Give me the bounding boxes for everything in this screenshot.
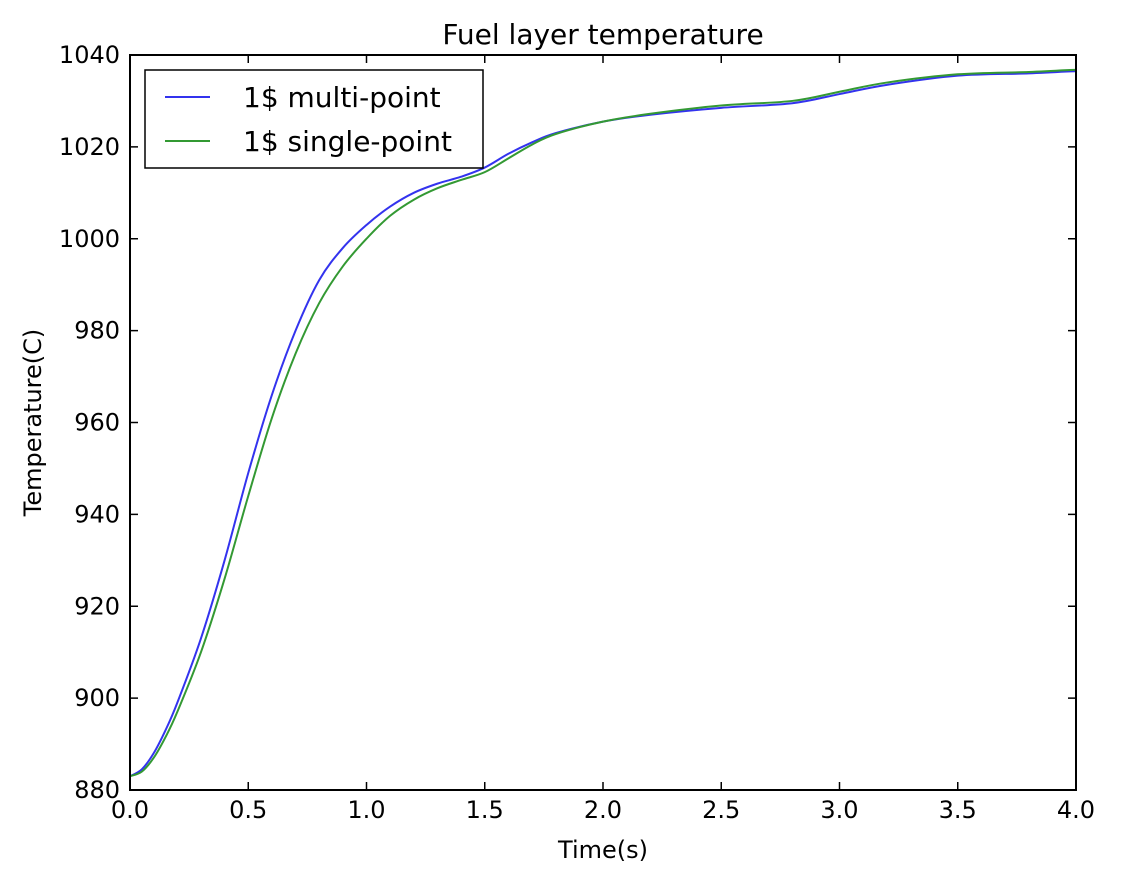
x-tick-label: 1.0 — [347, 796, 385, 824]
x-tick: 3.5 — [939, 55, 977, 824]
x-axis-label: Time(s) — [557, 836, 648, 864]
x-tick-label: 0.5 — [229, 796, 267, 824]
series-line-multi-point — [129, 70, 1077, 778]
x-tick: 0.5 — [229, 55, 267, 824]
legend-label: 1$ single-point — [243, 125, 452, 158]
y-tick-label: 940 — [74, 500, 120, 528]
y-tick: 980 — [74, 317, 1076, 345]
y-tick-label: 1020 — [59, 133, 120, 161]
x-tick: 2.0 — [584, 55, 622, 824]
ticks-layer: 0.0 0.5 1.0 1.5 2.0 2.5 3.0 3.5 4.0 880 900 920 940 9… — [59, 41, 1095, 824]
y-axis-label: Temperature(C) — [19, 329, 47, 518]
x-tick: 2.5 — [702, 55, 740, 824]
series-line-single-point — [129, 68, 1077, 778]
y-tick-label: 1000 — [59, 225, 120, 253]
x-tick-label: 0.0 — [111, 796, 149, 824]
chart-title: Fuel layer temperature — [442, 18, 763, 51]
y-tick: 1020 — [59, 133, 1076, 161]
y-tick-label: 880 — [74, 776, 120, 804]
x-tick: 0.0 — [111, 55, 149, 824]
y-tick-label: 900 — [74, 684, 120, 712]
x-tick: 1.0 — [347, 55, 386, 824]
x-tick: 3.0 — [820, 55, 859, 824]
y-tick-label: 980 — [74, 317, 120, 345]
plot-frame — [129, 54, 1077, 791]
y-tick-label: 920 — [74, 592, 120, 620]
legend: 1$ multi-point 1$ single-point — [144, 69, 484, 169]
x-tick-label: 2.0 — [584, 796, 622, 824]
x-tick-label: 3.0 — [820, 796, 858, 824]
legend-box — [144, 69, 484, 169]
x-tick: 1.5 — [466, 55, 504, 824]
y-tick-label: 960 — [74, 409, 120, 437]
y-tick: 920 — [74, 592, 1076, 620]
y-tick: 900 — [74, 684, 1076, 712]
legend-item: 1$ single-point — [165, 125, 452, 158]
y-tick: 940 — [74, 500, 1076, 528]
y-tick: 1000 — [59, 225, 1076, 253]
y-tick: 1040 — [59, 41, 1076, 69]
y-tick-label: 1040 — [59, 41, 120, 69]
x-tick-label: 1.5 — [466, 796, 504, 824]
series-layer — [129, 68, 1077, 778]
legend-label: 1$ multi-point — [243, 81, 441, 114]
x-tick-label: 2.5 — [702, 796, 740, 824]
y-tick: 960 — [74, 409, 1076, 437]
x-tick-label: 3.5 — [939, 796, 977, 824]
legend-item: 1$ multi-point — [165, 81, 441, 114]
x-tick-label: 4.0 — [1057, 796, 1095, 824]
